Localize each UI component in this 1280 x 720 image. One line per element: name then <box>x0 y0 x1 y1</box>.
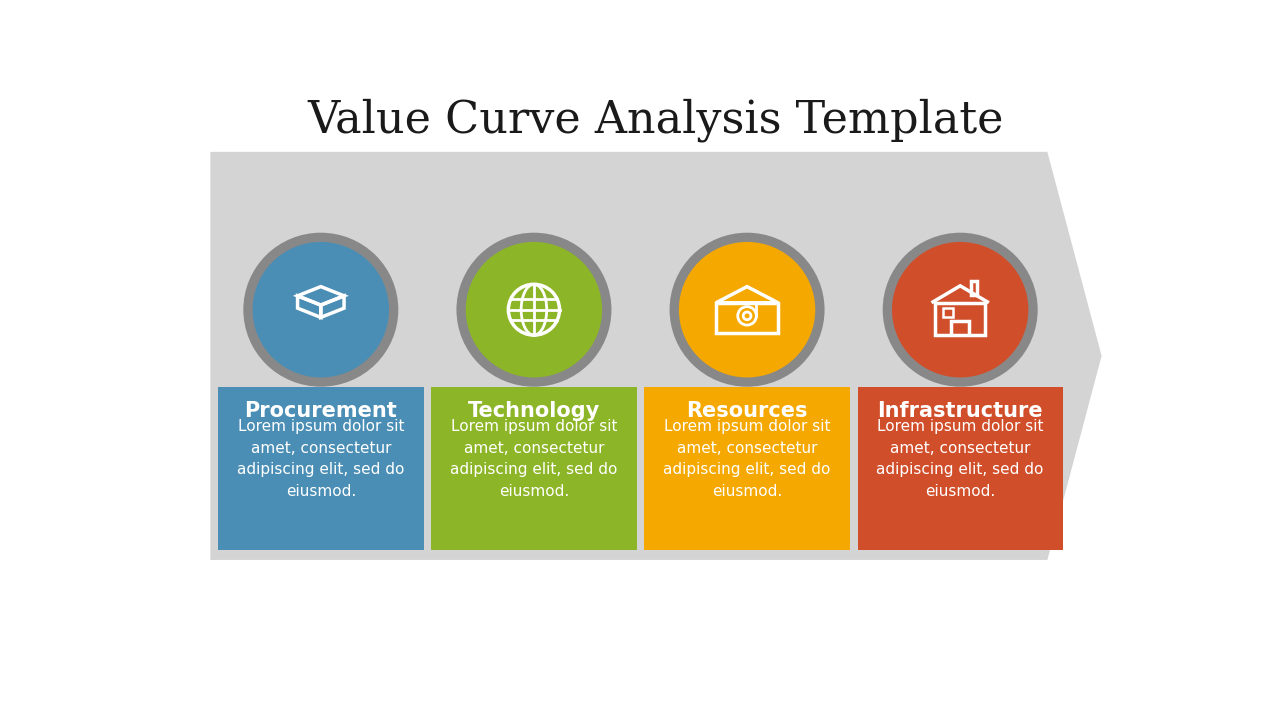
Text: Technology: Technology <box>467 401 600 421</box>
Text: Lorem ipsum dolor sit
amet, consectetur
adipiscing elit, sed do
eiusmod.: Lorem ipsum dolor sit amet, consectetur … <box>451 419 618 499</box>
Circle shape <box>678 242 815 377</box>
FancyBboxPatch shape <box>218 387 424 550</box>
FancyBboxPatch shape <box>431 387 636 550</box>
Circle shape <box>243 233 398 387</box>
Polygon shape <box>210 152 1102 560</box>
Circle shape <box>669 233 824 387</box>
Circle shape <box>892 242 1028 377</box>
Text: Infrastructure: Infrastructure <box>877 401 1043 421</box>
FancyBboxPatch shape <box>644 387 850 550</box>
Circle shape <box>252 242 389 377</box>
Text: Resources: Resources <box>686 401 808 421</box>
Text: Lorem ipsum dolor sit
amet, consectetur
adipiscing elit, sed do
eiusmod.: Lorem ipsum dolor sit amet, consectetur … <box>877 419 1044 499</box>
FancyBboxPatch shape <box>858 387 1062 550</box>
Text: Lorem ipsum dolor sit
amet, consectetur
adipiscing elit, sed do
eiusmod.: Lorem ipsum dolor sit amet, consectetur … <box>237 419 404 499</box>
Circle shape <box>883 233 1038 387</box>
Circle shape <box>457 233 612 387</box>
Text: Procurement: Procurement <box>244 401 397 421</box>
Text: Value Curve Analysis Template: Value Curve Analysis Template <box>307 99 1005 142</box>
Text: Lorem ipsum dolor sit
amet, consectetur
adipiscing elit, sed do
eiusmod.: Lorem ipsum dolor sit amet, consectetur … <box>663 419 831 499</box>
Circle shape <box>466 242 602 377</box>
